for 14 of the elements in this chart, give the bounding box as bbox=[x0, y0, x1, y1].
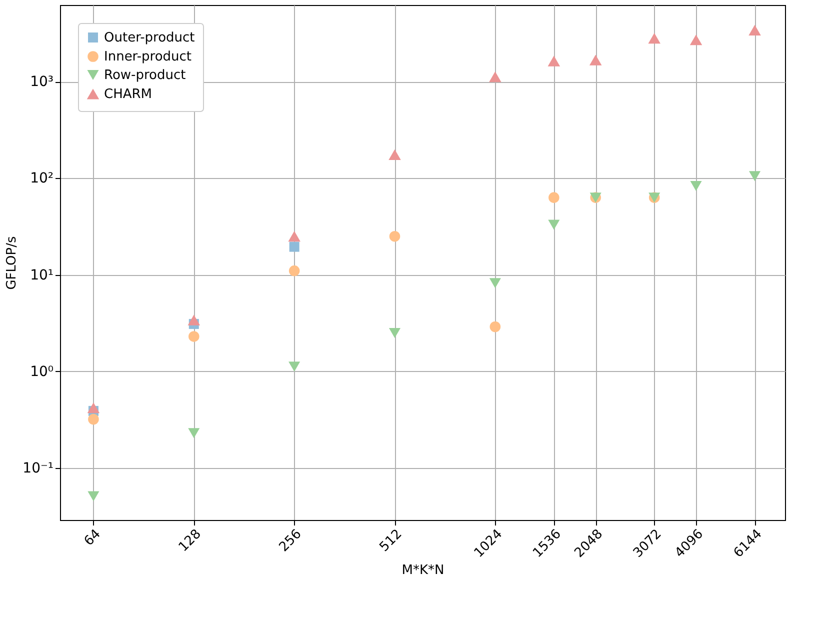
y-tick-label: 10⁻¹ bbox=[22, 460, 54, 477]
y-tick-label: 10⁰ bbox=[30, 364, 54, 380]
y-axis-title: GFLOP/s bbox=[4, 236, 20, 290]
legend-label: CHARM bbox=[104, 87, 152, 102]
x-axis-title: M*K*N bbox=[402, 563, 444, 578]
y-tick-label: 10² bbox=[30, 170, 54, 187]
legend-label: Outer-product bbox=[104, 30, 195, 46]
y-tick-label: 10¹ bbox=[30, 267, 54, 284]
x-tick-label: 512 bbox=[376, 526, 406, 555]
legend-label: Row-product bbox=[104, 68, 186, 83]
x-tick-label: 64 bbox=[82, 526, 104, 550]
y-tick-label: 10³ bbox=[30, 74, 54, 90]
legend-label: Inner-product bbox=[104, 50, 192, 64]
x-tick-label: 128 bbox=[176, 526, 204, 555]
